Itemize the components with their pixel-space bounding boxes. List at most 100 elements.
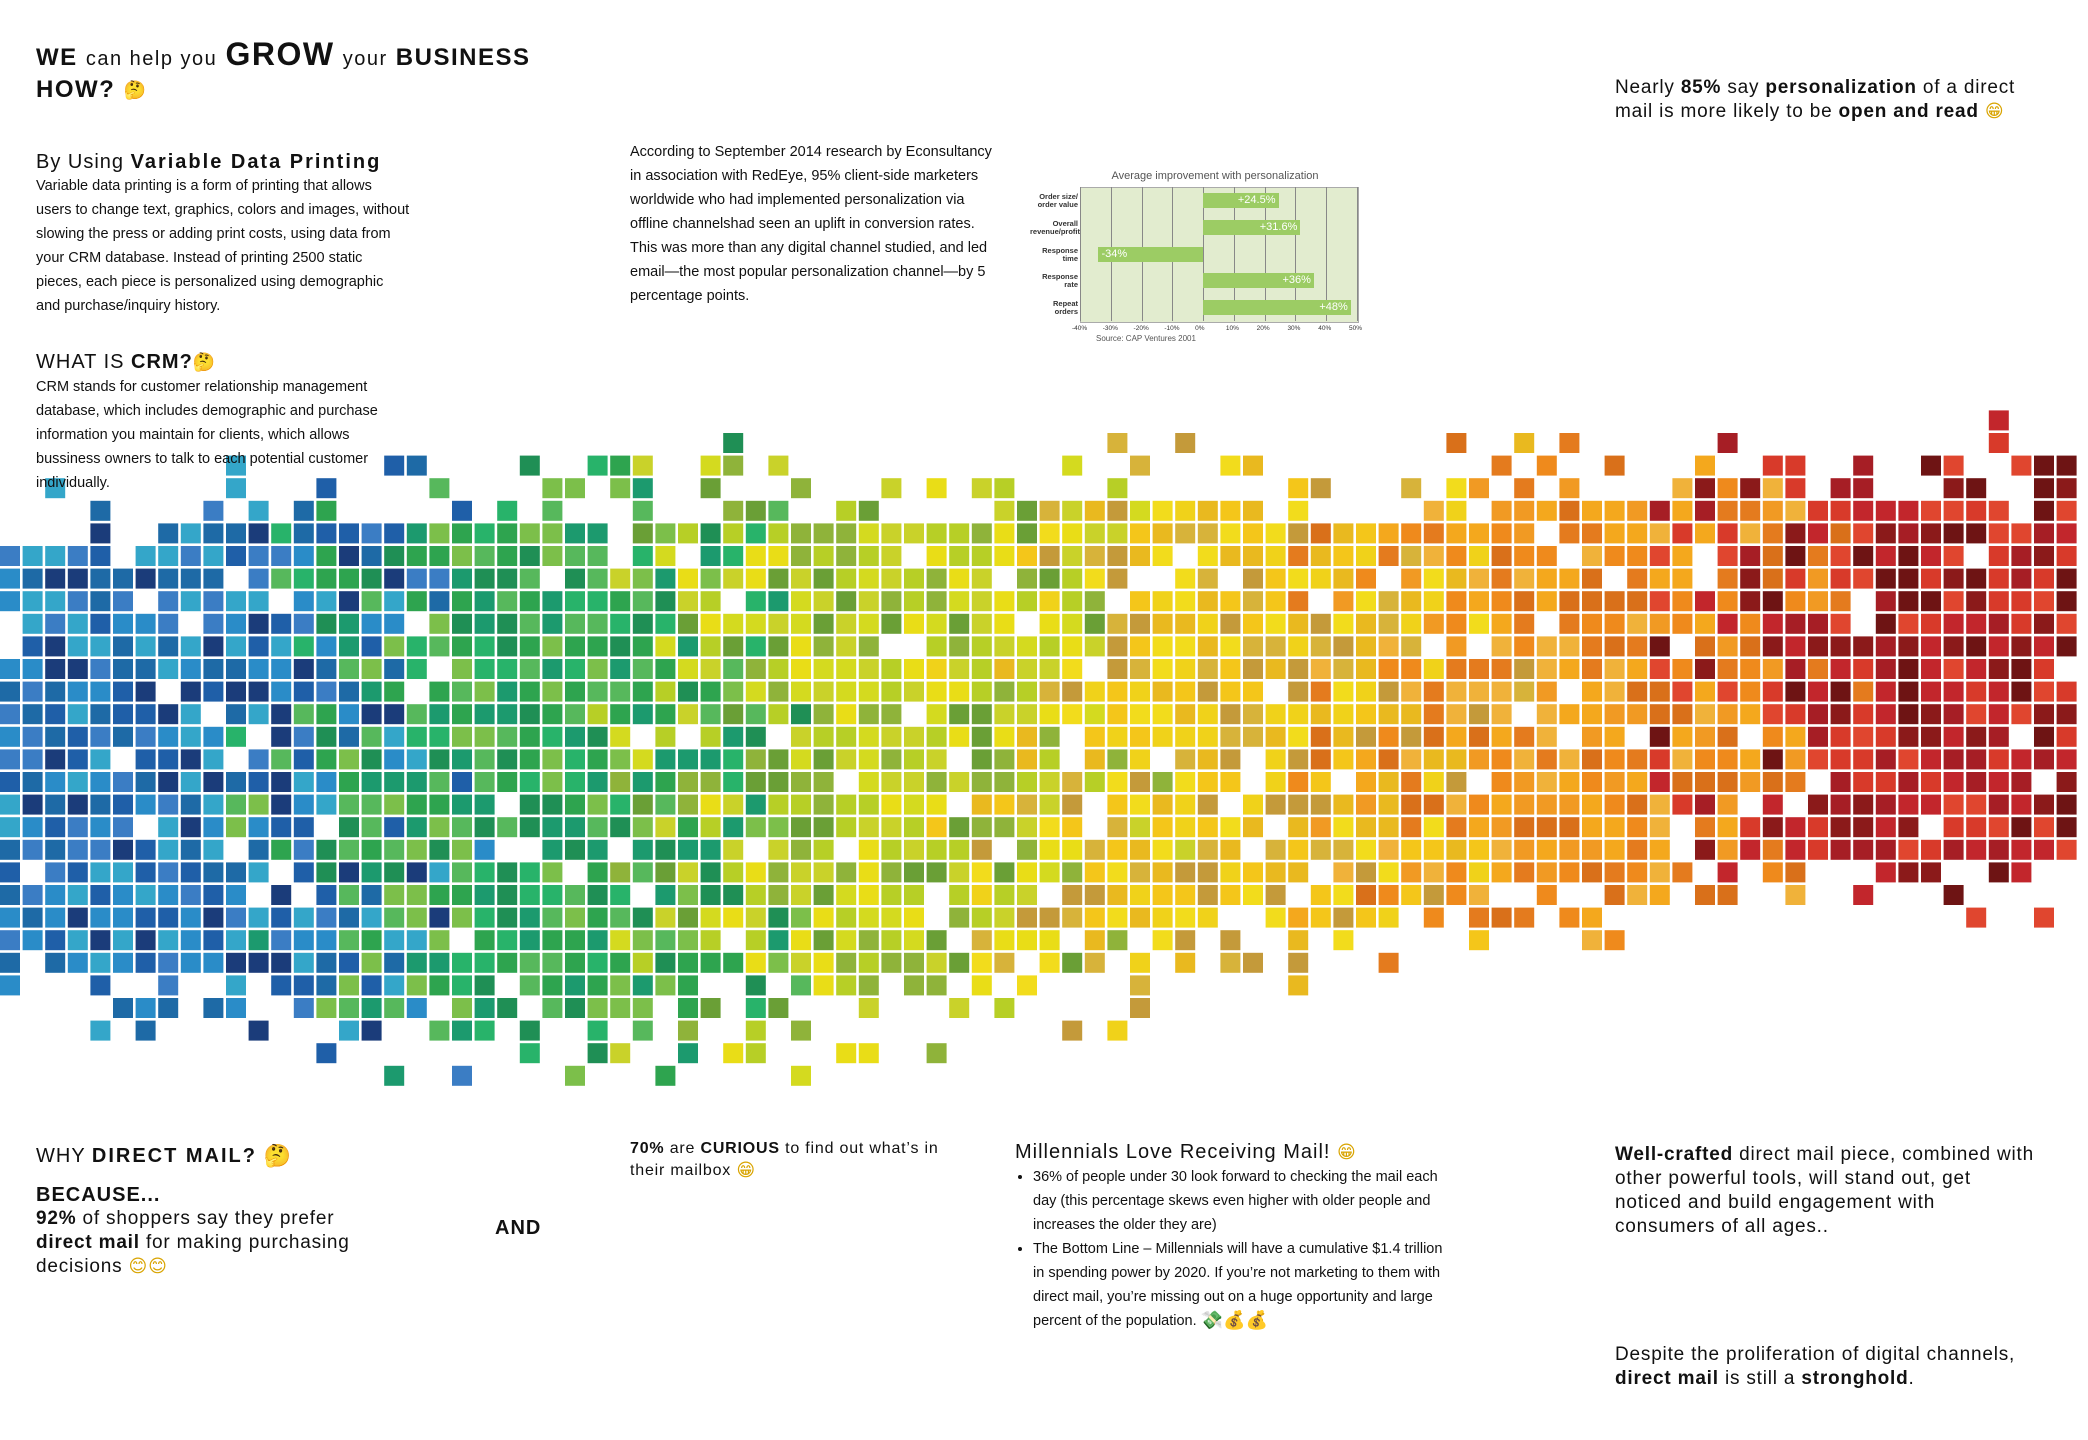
mosaic-tile <box>406 907 427 928</box>
mosaic-tile <box>1988 500 2009 521</box>
mosaic-tile <box>1762 862 1783 883</box>
headline: WE can help you GROW your BUSINESS <box>36 36 530 73</box>
mosaic-tile <box>1514 433 1535 453</box>
mosaic-tile <box>632 975 653 996</box>
mosaic-tile <box>1288 523 1309 544</box>
mosaic-tile <box>203 500 224 521</box>
mosaic-tile <box>632 862 653 883</box>
mosaic-tile <box>1152 704 1173 725</box>
mosaic-tile <box>1107 613 1128 634</box>
mosaic-tile <box>519 749 540 770</box>
mosaic-tile <box>926 975 947 996</box>
mosaic-tile <box>1988 772 2009 792</box>
mosaic-tile <box>971 523 992 544</box>
mosaic-tile <box>519 659 540 679</box>
mosaic-tile <box>1310 613 1331 634</box>
mosaic-tile <box>1695 636 1715 657</box>
mosaic-tile <box>1785 885 1806 905</box>
mosaic-tile <box>0 952 20 973</box>
mosaic-tile <box>2056 568 2077 589</box>
mosaic-tile <box>587 613 608 634</box>
mosaic-tile <box>1785 726 1806 747</box>
mosaic-tile <box>248 1020 269 1041</box>
mosaic-tile <box>203 659 224 679</box>
mosaic-tile <box>1265 546 1286 566</box>
mosaic-tile <box>768 749 789 770</box>
mosaic-tile <box>316 862 337 883</box>
mosaic-tile <box>1423 568 1444 589</box>
mosaic-tile <box>1988 794 2009 815</box>
mosaic-tile <box>1830 546 1851 566</box>
mosaic-tile <box>678 1043 698 1064</box>
mosaic-tile <box>1649 523 1670 544</box>
mosaic-tile <box>971 975 992 996</box>
mosaic-tile <box>1423 704 1444 725</box>
mosaic-tile <box>1604 546 1625 566</box>
mosaic-tile <box>406 704 427 725</box>
mosaic-tile <box>361 546 382 566</box>
vdp-by-using: By Using <box>36 151 125 173</box>
mosaic-tile <box>429 817 450 838</box>
mosaic-tile <box>226 704 246 725</box>
mosaic-tile <box>1333 726 1354 747</box>
mosaic-tile <box>1017 907 1037 928</box>
mosaic-tile <box>1988 591 2009 612</box>
mosaic-tile <box>384 1065 405 1086</box>
mosaic-tile <box>1265 794 1286 815</box>
mosaic-tile <box>1039 930 1060 951</box>
mosaic-tile <box>858 1043 879 1064</box>
mosaic-tile <box>1243 817 1263 838</box>
mosaic-tile <box>293 704 314 725</box>
mosaic-tile <box>2056 726 2077 747</box>
mosaic-tile <box>271 636 292 657</box>
mosaic-tile <box>542 998 563 1018</box>
mosaic-tile <box>1514 568 1535 589</box>
mosaic-tile <box>2011 636 2032 657</box>
mosaic-tile <box>1197 749 1218 770</box>
stat-85-pct: 85% <box>1680 77 1722 98</box>
mosaic-tile <box>1808 839 1828 860</box>
mosaic-tile <box>1582 636 1602 657</box>
mosaic-tile <box>723 1043 744 1064</box>
chart-bar: +31.6% <box>1203 219 1301 235</box>
mosaic-tile <box>587 1020 608 1041</box>
mosaic-tile <box>1152 591 1173 612</box>
mosaic-tile <box>203 998 224 1018</box>
mosaic-tile <box>271 930 292 951</box>
mosaic-tile <box>1559 862 1580 883</box>
mosaic-tile <box>2056 455 2077 476</box>
mosaic-tile <box>1898 681 1919 702</box>
mosaic-tile <box>1536 546 1557 566</box>
mosaic-tile <box>904 885 924 905</box>
mosaic-tile <box>203 568 224 589</box>
mosaic-tile <box>1604 817 1625 838</box>
mosaic-tile <box>1740 681 1761 702</box>
mosaic-tile <box>1130 704 1150 725</box>
mosaic-tile <box>791 659 811 679</box>
mosaic-tile <box>361 839 382 860</box>
despite-is-still: is still a <box>1724 1368 1796 1389</box>
mosaic-tile <box>90 952 111 973</box>
mosaic-tile <box>610 975 631 996</box>
mosaic-tile <box>406 817 427 838</box>
mosaic-tile <box>180 839 201 860</box>
mosaic-tile <box>1695 659 1715 679</box>
mosaic-tile <box>1898 500 1919 521</box>
mosaic-tile <box>745 907 766 928</box>
mosaic-tile <box>1966 636 1987 657</box>
mosaic-tile <box>1627 749 1648 770</box>
mosaic-tile <box>1875 568 1896 589</box>
mosaic-tile <box>1853 817 1874 838</box>
mosaic-tile <box>2056 681 2077 702</box>
mosaic-tile <box>316 659 337 679</box>
mosaic-tile <box>632 681 653 702</box>
mosaic-tile <box>1898 817 1919 838</box>
mosaic-tile <box>1649 794 1670 815</box>
mosaic-tile <box>1288 636 1309 657</box>
mosaic-tile <box>1039 704 1060 725</box>
mosaic-tile <box>858 952 879 973</box>
mosaic-tile <box>1559 907 1580 928</box>
mosaic-tile <box>45 907 66 928</box>
mosaic-tile <box>452 568 472 589</box>
mosaic-tile <box>1265 839 1286 860</box>
